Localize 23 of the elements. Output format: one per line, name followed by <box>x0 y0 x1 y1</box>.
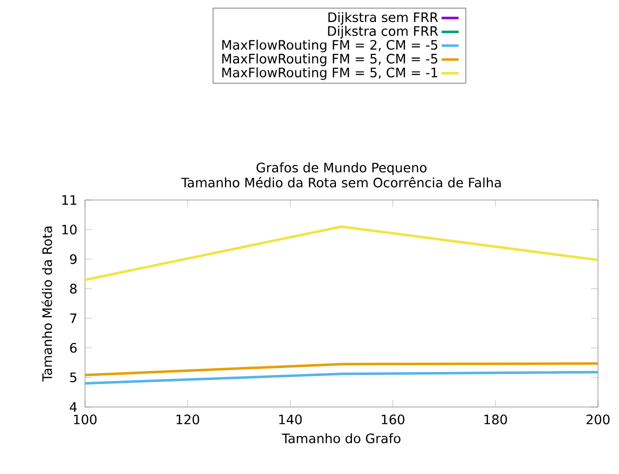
legend-label: MaxFlowRouting FM = 5, CM = -1 <box>222 67 438 80</box>
y-tick-label: 7 <box>70 314 76 324</box>
y-tick-label: 8 <box>70 284 77 294</box>
x-axis-title: Tamanho do Grafo <box>282 433 400 444</box>
y-tick-label: 5 <box>70 372 76 382</box>
y-tick-label: 9 <box>70 254 77 264</box>
y-tick-label: 11 <box>62 195 76 205</box>
legend-label: MaxFlowRouting FM = 5, CM = -5 <box>222 54 438 66</box>
y-axis-title: Tamanho Médio da Rota <box>41 226 52 382</box>
x-tick-label: 100 <box>74 414 97 424</box>
y-tick-label: 4 <box>70 402 77 412</box>
x-tick-label: 140 <box>279 414 302 424</box>
x-tick-label: 200 <box>586 414 610 424</box>
chart-subtitle: Tamanho Médio da Rota sem Ocorrência de Falha <box>181 176 501 188</box>
chart-title: Grafos de Mundo Pequeno <box>256 162 426 176</box>
legend-label: MaxFlowRouting FM = 2, CM = -5 <box>222 40 438 52</box>
y-tick-label: 10 <box>62 224 77 234</box>
legend-label: Dijkstra com FRR <box>328 26 438 38</box>
legend-label: Dijkstra sem FRR <box>328 12 438 25</box>
x-tick-label: 160 <box>382 414 404 424</box>
y-tick-label: 6 <box>70 342 77 353</box>
x-tick-label: 180 <box>484 414 507 424</box>
x-tick-label: 120 <box>176 414 200 424</box>
